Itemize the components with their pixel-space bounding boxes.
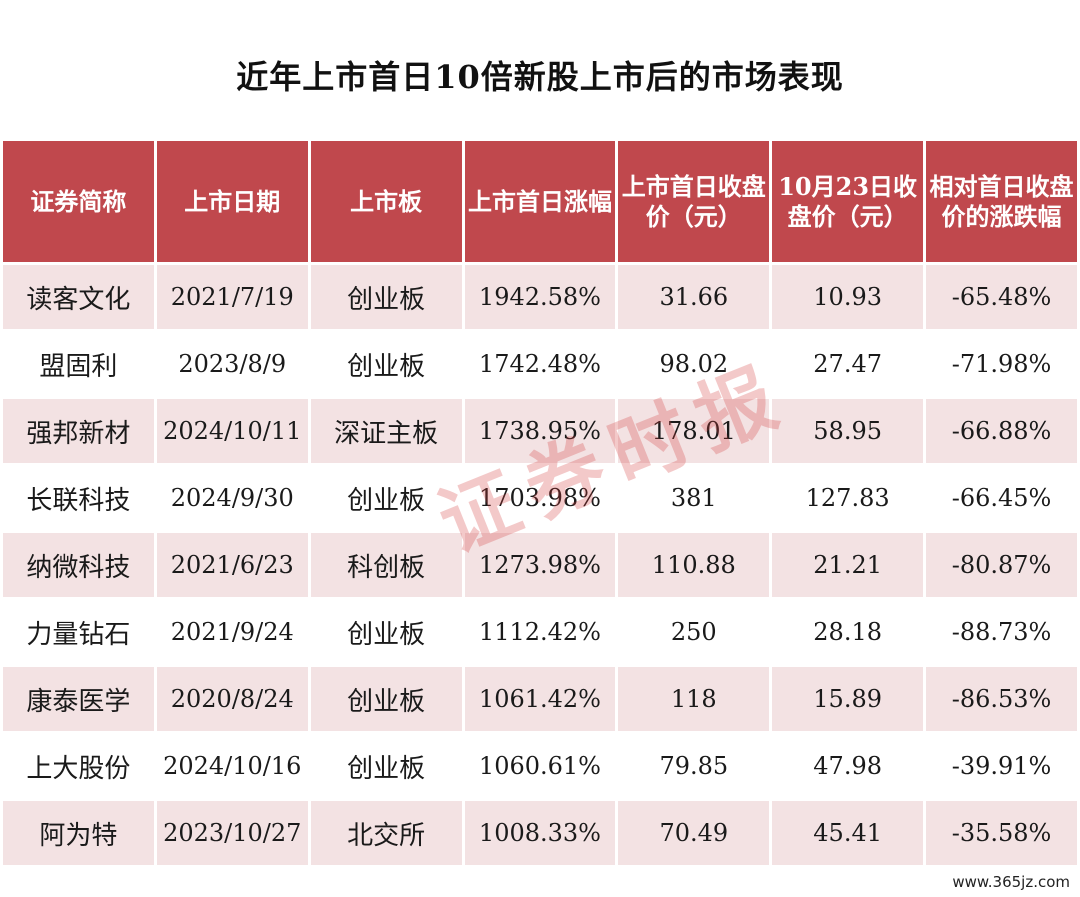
cell-date: 2024/10/16 bbox=[163, 752, 302, 780]
cell-change: -65.48% bbox=[926, 265, 1077, 329]
cell-gain: 1738.95% bbox=[464, 399, 616, 463]
table-row: 纳微科技 2021/6/23 科创板 1273.98% 110.88 21.21… bbox=[3, 533, 1077, 597]
cell-oct23-close: 127.83 bbox=[805, 484, 890, 512]
cell-board: 深证主板 bbox=[310, 399, 462, 463]
cell-gain: 1061.42% bbox=[464, 667, 616, 731]
cell-oct23-close: 58.95 bbox=[772, 399, 924, 463]
cell-first-close: 178.01 bbox=[618, 399, 770, 463]
header-listing-date: 上市日期 bbox=[156, 141, 308, 262]
cell-gain: 1008.33% bbox=[464, 801, 616, 865]
cell-gain: 1742.48% bbox=[478, 350, 601, 378]
header-security-name: 证券简称 bbox=[3, 141, 154, 262]
table-header-row: 证券简称 上市日期 上市板 上市首日涨幅 上市首日收盘价（元） 10月23日收盘… bbox=[3, 141, 1077, 262]
cell-first-close: 31.66 bbox=[618, 265, 770, 329]
cell-name: 盟固利 bbox=[39, 351, 118, 382]
cell-date: 2023/10/27 bbox=[156, 801, 308, 865]
cell-gain: 1942.58% bbox=[464, 265, 616, 329]
cell-date: 2021/9/24 bbox=[170, 618, 294, 646]
table-row: 力量钻石 2021/9/24 创业板 1112.42% 250 28.18 -8… bbox=[3, 600, 1077, 664]
table-row: 读客文化 2021/7/19 创业板 1942.58% 31.66 10.93 … bbox=[3, 265, 1077, 329]
cell-change: -39.91% bbox=[951, 752, 1052, 780]
cell-gain: 1273.98% bbox=[464, 533, 616, 597]
cell-board: 创业板 bbox=[347, 753, 426, 784]
cell-gain: 1703.98% bbox=[478, 484, 601, 512]
cell-oct23-close: 10.93 bbox=[772, 265, 924, 329]
cell-oct23-close: 45.41 bbox=[772, 801, 924, 865]
table-row: 强邦新材 2024/10/11 深证主板 1738.95% 178.01 58.… bbox=[3, 399, 1077, 463]
cell-name: 强邦新材 bbox=[3, 399, 154, 463]
cell-date: 2021/6/23 bbox=[156, 533, 308, 597]
cell-first-close: 98.02 bbox=[659, 350, 729, 378]
cell-board: 创业板 bbox=[347, 351, 426, 382]
cell-board: 创业板 bbox=[310, 265, 462, 329]
cell-first-close: 110.88 bbox=[618, 533, 770, 597]
cell-first-close: 381 bbox=[670, 484, 717, 512]
cell-oct23-close: 21.21 bbox=[772, 533, 924, 597]
cell-first-close: 250 bbox=[670, 618, 717, 646]
cell-gain: 1112.42% bbox=[478, 618, 601, 646]
cell-change: -71.98% bbox=[951, 350, 1052, 378]
ipo-performance-table: 证券简称 上市日期 上市板 上市首日涨幅 上市首日收盘价（元） 10月23日收盘… bbox=[0, 138, 1080, 868]
cell-board: 创业板 bbox=[310, 667, 462, 731]
cell-first-close: 118 bbox=[618, 667, 770, 731]
cell-name: 康泰医学 bbox=[3, 667, 154, 731]
cell-date: 2024/9/30 bbox=[170, 484, 294, 512]
cell-board: 创业板 bbox=[347, 619, 426, 650]
cell-oct23-close: 15.89 bbox=[772, 667, 924, 731]
cell-date: 2021/7/19 bbox=[156, 265, 308, 329]
cell-oct23-close: 27.47 bbox=[813, 350, 882, 378]
cell-change: -88.73% bbox=[951, 618, 1052, 646]
cell-date: 2024/10/11 bbox=[156, 399, 308, 463]
cell-name: 纳微科技 bbox=[3, 533, 154, 597]
cell-change: -86.53% bbox=[926, 667, 1077, 731]
page-title: 近年上市首日10倍新股上市后的市场表现 bbox=[236, 58, 844, 96]
cell-board: 科创板 bbox=[310, 533, 462, 597]
cell-date: 2023/8/9 bbox=[178, 350, 287, 378]
table-row: 盟固利 2023/8/9 创业板 1742.48% 98.02 27.47 -7… bbox=[3, 332, 1077, 396]
cell-name: 上大股份 bbox=[26, 753, 131, 784]
cell-board: 创业板 bbox=[347, 485, 426, 516]
cell-change: -66.45% bbox=[951, 484, 1052, 512]
table-row: 上大股份 2024/10/16 创业板 1060.61% 79.85 47.98… bbox=[3, 734, 1077, 798]
header-first-day-gain: 上市首日涨幅 bbox=[464, 141, 616, 262]
cell-first-close: 70.49 bbox=[618, 801, 770, 865]
cell-board: 北交所 bbox=[310, 801, 462, 865]
table-row: 阿为特 2023/10/27 北交所 1008.33% 70.49 45.41 … bbox=[3, 801, 1077, 865]
cell-oct23-close: 28.18 bbox=[813, 618, 882, 646]
cell-name: 长联科技 bbox=[26, 485, 131, 516]
cell-gain: 1060.61% bbox=[478, 752, 601, 780]
cell-name: 读客文化 bbox=[3, 265, 154, 329]
cell-name: 力量钻石 bbox=[26, 619, 131, 650]
cell-change: -80.87% bbox=[926, 533, 1077, 597]
header-oct23-close: 10月23日收盘价（元） bbox=[772, 141, 924, 262]
cell-change: -66.88% bbox=[926, 399, 1077, 463]
header-change-vs-first-close: 相对首日收盘价的涨跌幅 bbox=[926, 141, 1077, 262]
cell-first-close: 79.85 bbox=[659, 752, 729, 780]
header-first-day-close: 上市首日收盘价（元） bbox=[618, 141, 770, 262]
cell-name: 阿为特 bbox=[3, 801, 154, 865]
cell-date: 2020/8/24 bbox=[156, 667, 308, 731]
source-watermark: www.365jz.com bbox=[946, 871, 1076, 893]
table-row: 康泰医学 2020/8/24 创业板 1061.42% 118 15.89 -8… bbox=[3, 667, 1077, 731]
cell-oct23-close: 47.98 bbox=[813, 752, 882, 780]
cell-change: -35.58% bbox=[926, 801, 1077, 865]
table-row: 长联科技 2024/9/30 创业板 1703.98% 381 127.83 -… bbox=[3, 466, 1077, 530]
header-listing-board: 上市板 bbox=[310, 141, 462, 262]
